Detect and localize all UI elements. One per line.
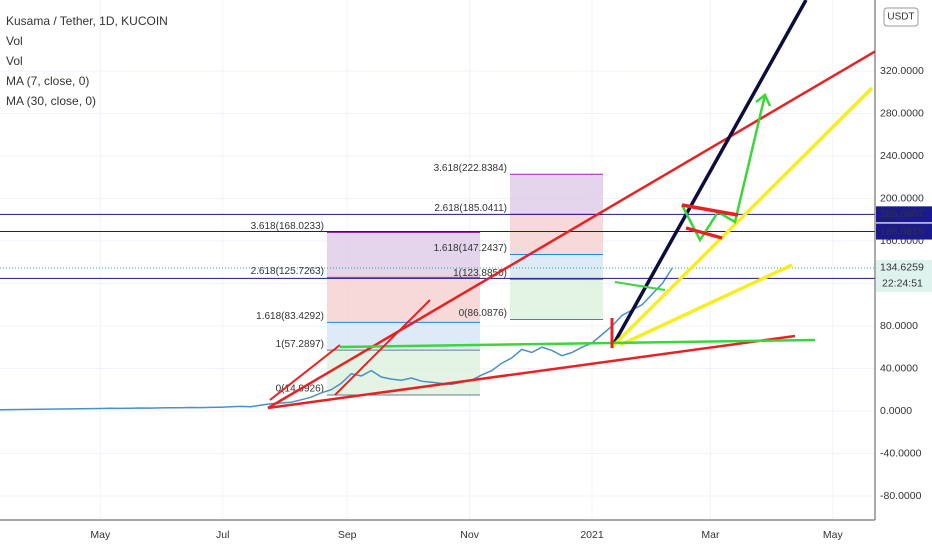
fib-label: 1.618(147.2437) [434, 243, 507, 254]
y-tick-label: 200.0000 [880, 192, 924, 204]
y-tick-label: 320.0000 [880, 65, 924, 77]
indicator: MA (30, close, 0) [6, 94, 96, 108]
x-tick-label: May [823, 529, 844, 541]
flag [685, 226, 723, 240]
fib-label: 1(57.2897) [276, 339, 324, 350]
fib-band [510, 279, 603, 320]
trend-line [269, 344, 341, 401]
fib-tools: 3.618(168.0233) 2.618(125.7263) 1.618(83.4… [251, 163, 603, 396]
price-line [0, 267, 673, 411]
x-tick-label: Sep [338, 529, 357, 541]
trend-line [610, 0, 808, 348]
fib-band [327, 232, 480, 278]
fib-label: 3.618(222.8384) [434, 163, 507, 174]
fib-label: 3.618(168.0233) [251, 221, 324, 232]
arrow-head [755, 93, 772, 107]
currency: USDT [887, 12, 914, 23]
x-tick-label: 2021 [580, 529, 604, 541]
trend-line [614, 281, 666, 291]
y-tick-label: 240.0000 [880, 150, 924, 162]
price-tag [876, 223, 932, 240]
fib-label: 1(123.8850) [453, 268, 507, 279]
price-tag-label: 185.0807 [880, 208, 924, 220]
countdown: 22:24:51 [882, 278, 923, 290]
indicator: Vol [6, 54, 23, 68]
y-tick-label: -80.0000 [880, 490, 922, 502]
fib-band [510, 174, 603, 215]
y-tick-label: -40.0000 [880, 447, 922, 459]
fib-label: 1.618(83.4292) [256, 311, 324, 322]
indicator: MA (7, close, 0) [6, 74, 89, 88]
fib-label: 2.618(185.0411) [434, 203, 507, 214]
y-tick-label: 280.0000 [880, 107, 924, 119]
x-tick-label: Mar [701, 529, 720, 541]
price-tag-label: 168.8818 [880, 225, 924, 237]
axes: -80.0000-40.00000.000040.000080.0000120.… [90, 65, 932, 541]
chart-title: Kusama / Tether, 1D, KUCOIN [6, 14, 168, 28]
last-price-label: 134.6259 [880, 262, 924, 274]
trend-line [334, 299, 431, 396]
trend-line [339, 338, 816, 349]
fib-label: 0(86.0876) [459, 308, 507, 319]
flag [681, 203, 739, 217]
fib-band [327, 277, 480, 323]
last-price-tag [876, 259, 932, 292]
x-tick-label: May [90, 529, 111, 541]
x-tick-label: Jul [216, 529, 229, 541]
y-tick-label: 80.0000 [880, 320, 918, 332]
fib-band [510, 254, 603, 280]
indicator: Vol [6, 34, 23, 48]
x-tick-label: Nov [460, 529, 479, 541]
trend-line [619, 263, 793, 347]
trend-line [610, 86, 874, 349]
trend-line [267, 16, 932, 410]
trend-line [267, 334, 796, 410]
fib-label: 2.618(125.7263) [251, 266, 324, 277]
price-tag [876, 206, 932, 223]
drawings [267, 0, 932, 410]
y-tick-label: 40.0000 [880, 362, 918, 374]
currency-button[interactable] [883, 7, 919, 27]
y-tick-label: 0.0000 [880, 405, 912, 417]
